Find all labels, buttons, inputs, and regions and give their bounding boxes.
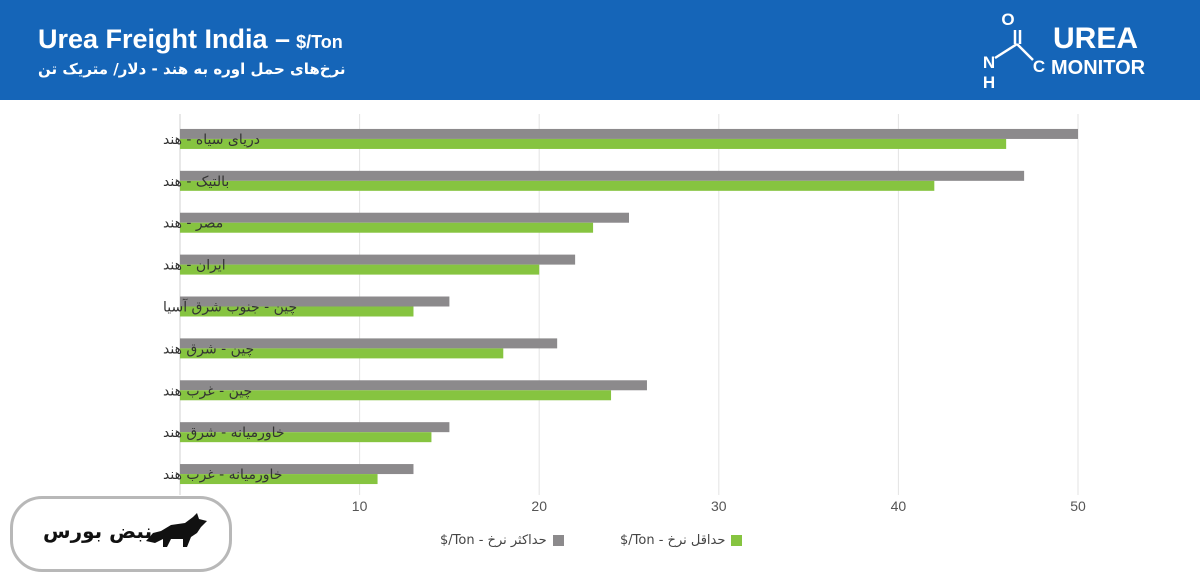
watermark-text: نبض بورس [43,519,153,543]
bar-max [180,170,1025,181]
category-label: چین - غرب هند [163,383,252,399]
bar-max [180,464,414,475]
x-tick-label: 40 [891,498,907,514]
chart-subtitle: نرخ‌های حمل اوره به هند - دلار/ متریک تن [38,60,346,78]
category-label: خاورمیانه - غرب هند [163,467,282,483]
category-label: بالتیک - هند [163,174,229,190]
bar-chart: دریای سیاه - هند بالتیک - هند مصر - هند ایر… [163,114,1086,514]
urea-monitor-logo: O N H C UREA MONITOR [983,10,1146,92]
category-label: ایران - هند [163,258,226,274]
legend-swatch-max [552,535,564,546]
logo-urea: UREA [1053,22,1138,55]
bar-min [180,432,432,443]
logo-monitor: MONITOR [1051,57,1146,79]
bar-max [180,338,558,349]
bar-min [180,180,935,191]
chart-header: Urea Freight India – $/Ton نرخ‌های حمل او… [0,0,1200,100]
legend-label-min: حداقل نرخ - Ton/$ [620,533,726,548]
category-label: خاورمیانه - شرق هند [163,425,285,441]
x-tick-label: 50 [1070,498,1086,514]
bar-min [180,264,540,275]
bar-min [180,138,1007,149]
bar-max [180,212,629,223]
chart-title-text: Urea Freight India – [38,24,291,54]
bar-max [180,380,647,391]
bar-max [180,128,1078,139]
chart-legend: حداکثر نرخ - Ton/$ حداقل نرخ - Ton/$ [440,533,800,555]
bar-min [180,474,378,485]
bar-min [180,306,414,317]
bar-min [180,222,594,233]
bar-max [180,296,450,307]
chart-title: Urea Freight India – $/Ton [38,24,343,55]
x-tick-label: 20 [531,498,547,514]
chart-area: دریای سیاه - هند بالتیک - هند مصر - هند ایر… [0,100,1200,577]
category-label: مصر - هند [163,216,223,232]
logo-chem-n: N [983,53,995,72]
chart-title-unit: $/Ton [296,32,343,52]
bull-icon [146,513,207,547]
category-label: چین - جنوب شرق آسیا [163,299,297,316]
legend-swatch-min [731,535,743,546]
logo-chem-o: O [1001,10,1014,29]
legend-label-max: حداکثر نرخ - Ton/$ [440,533,547,548]
legend-item-min: حداقل نرخ - Ton/$ [620,533,743,548]
logo-chem-h: H [983,73,995,92]
watermark-logo: نبض بورس [10,496,232,572]
bar-min [180,348,504,359]
x-tick-label: 30 [711,498,727,514]
bar-max [180,422,450,433]
x-tick-label: 10 [352,498,368,514]
bar-max [180,254,576,265]
category-label: دریای سیاه - هند [163,132,260,148]
bar-min [180,390,612,401]
legend-item-max: حداکثر نرخ - Ton/$ [440,533,564,548]
category-label: چین - شرق هند [163,341,254,357]
logo-chem-c: C [1033,57,1045,76]
